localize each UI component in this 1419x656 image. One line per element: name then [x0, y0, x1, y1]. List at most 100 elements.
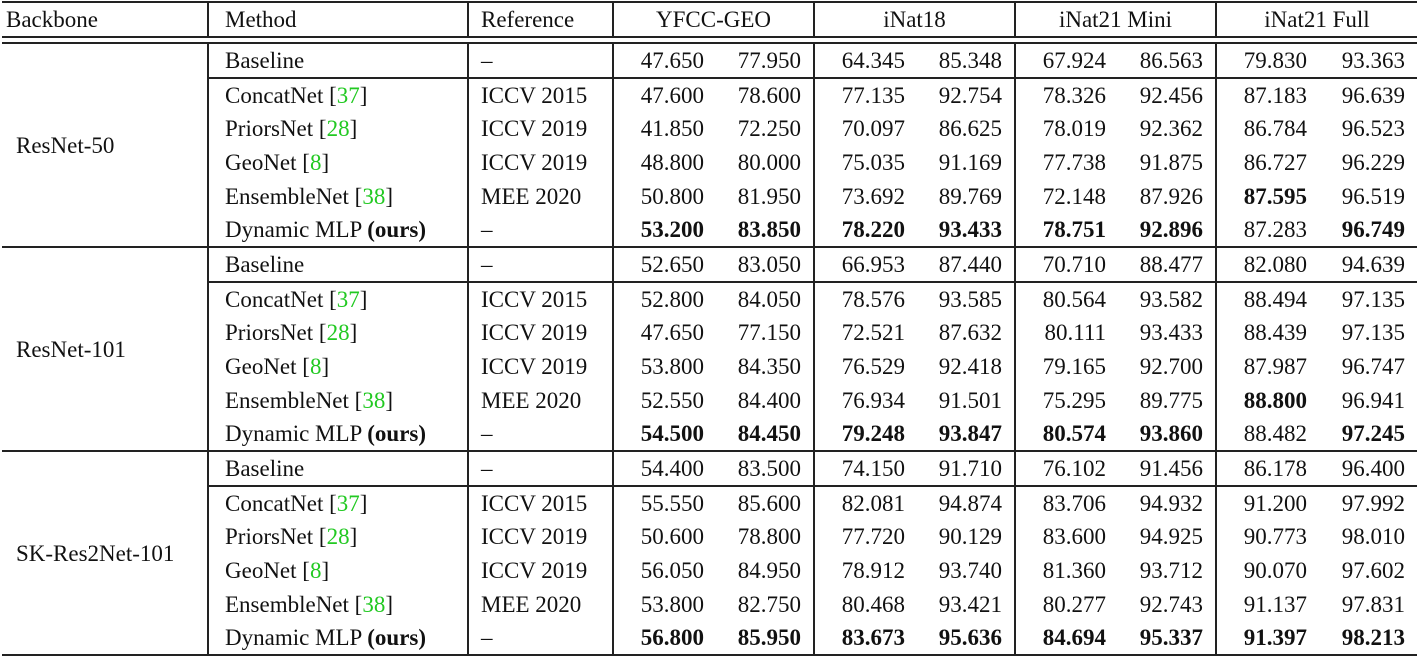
method-cell: ConcatNet [37] — [207, 282, 468, 317]
value-cell: 90.129 — [938, 524, 1002, 550]
table-row: GeoNet [8] ICCV 2019 53.800 84.350 76.529 92.… — [2, 349, 1417, 384]
method-cell: Baseline — [207, 451, 468, 488]
value-cell: 84.400 — [737, 387, 801, 413]
value-cell: 83.500 — [713, 451, 814, 488]
citation-link[interactable]: 37 — [336, 83, 360, 108]
citation-link[interactable]: 8 — [309, 558, 322, 584]
value-cell: 88.800 — [1215, 383, 1316, 418]
value-cell: 53.200 — [612, 213, 713, 249]
value-cell: 82.750 — [737, 591, 801, 617]
reference-cell: – — [467, 621, 613, 656]
value-cell: 78.912 — [813, 553, 914, 588]
value-cell: 77.720 — [813, 520, 914, 554]
citation-link[interactable]: 28 — [326, 524, 350, 550]
header-row: Backbone Method Reference YFCC-GEO iNat1… — [2, 1, 1417, 38]
value-cell: 72.521 — [813, 316, 914, 350]
value-cell: 47.650 — [612, 316, 713, 350]
value-cell: 97.602 — [1341, 558, 1405, 584]
citation-link[interactable]: 28 — [326, 320, 350, 346]
citation-link[interactable]: 37 — [336, 287, 360, 313]
value-cell: 87.595 — [1215, 179, 1316, 214]
reference-cell: – — [467, 213, 613, 249]
value-cell: 93.860 — [1115, 417, 1216, 453]
value-cell: 89.769 — [938, 183, 1002, 209]
method-cell: PriorsNet [28] — [207, 112, 468, 146]
reference-cell: MEE 2020 — [467, 587, 613, 622]
value-cell: 96.400 — [1316, 451, 1417, 488]
citation-link[interactable]: 8 — [309, 354, 322, 380]
value-cell: 81.950 — [737, 183, 801, 209]
citation-bracket: [ — [354, 387, 363, 413]
value-cell: 78.576 — [813, 282, 914, 317]
citation-bracket: [ — [354, 591, 363, 617]
value-cell: 70.097 — [813, 112, 914, 146]
citation-link[interactable]: 28 — [326, 116, 350, 142]
value-cell: 47.600 — [612, 78, 713, 112]
citation-bracket: [ — [318, 524, 327, 550]
citation-link[interactable]: 38 — [362, 183, 386, 209]
citation-bracket: ] — [385, 387, 393, 413]
header-inat21-full: iNat21 Full — [1215, 1, 1417, 38]
value-cell: 92.418 — [938, 354, 1002, 380]
method-name: Dynamic MLP — [225, 625, 368, 651]
value-cell: 86.727 — [1215, 145, 1316, 180]
citation-bracket: [ — [318, 116, 327, 142]
reference-cell: – — [467, 451, 613, 488]
value-cell: 54.400 — [612, 451, 713, 488]
backbone-cell: ResNet-50 — [2, 43, 208, 249]
value-cell: 97.992 — [1341, 491, 1405, 517]
value-cell: 47.650 — [612, 43, 713, 79]
method-name: ConcatNet — [225, 83, 330, 108]
value-cell: 95.636 — [914, 621, 1015, 656]
value-cell: 93.712 — [1139, 558, 1203, 584]
value-cell: 80.564 — [1014, 282, 1115, 317]
method-name: PriorsNet — [225, 524, 319, 550]
reference-cell: ICCV 2015 — [467, 282, 613, 317]
value-cell: 77.950 — [713, 43, 814, 79]
citation-link[interactable]: 38 — [362, 387, 386, 413]
value-cell: 94.932 — [1139, 491, 1203, 517]
citation-bracket: ] — [385, 591, 393, 617]
value-cell: 55.550 — [612, 486, 713, 521]
value-cell: 75.035 — [813, 145, 914, 180]
method-name: ConcatNet — [225, 491, 330, 517]
reference-cell: – — [467, 43, 613, 79]
value-cell: 96.749 — [1316, 213, 1417, 249]
citation-link[interactable]: 8 — [309, 150, 322, 176]
citation-bracket: [ — [302, 150, 310, 176]
value-cell: 77.150 — [737, 320, 801, 346]
value-cell: 97.831 — [1341, 591, 1405, 617]
value-cell: 50.800 — [612, 179, 713, 214]
value-cell: 91.200 — [1215, 486, 1316, 521]
value-cell: 92.743 — [1139, 591, 1203, 617]
reference-cell: ICCV 2015 — [467, 486, 613, 521]
method-cell: Dynamic MLP (ours) — [207, 213, 468, 249]
value-cell: 56.050 — [612, 553, 713, 588]
value-cell: 93.363 — [1316, 43, 1417, 79]
value-cell: 41.850 — [612, 112, 713, 146]
citation-link[interactable]: 38 — [362, 591, 386, 617]
method-name: ConcatNet — [225, 287, 330, 313]
value-cell: 92.700 — [1139, 354, 1203, 380]
value-cell: 87.987 — [1215, 349, 1316, 384]
header-method: Method — [207, 1, 468, 38]
value-cell: 85.348 — [914, 43, 1015, 79]
table-row: ConcatNet [37] ICCV 2015 47.600 78.600 77.13… — [2, 78, 1417, 112]
value-cell: 93.740 — [938, 558, 1002, 584]
value-cell: 72.250 — [737, 116, 801, 142]
table-row: PriorsNet [28] ICCV 2019 50.600 78.800 77.72… — [2, 520, 1417, 554]
value-cell: 84.350 — [737, 354, 801, 380]
reference-cell: ICCV 2019 — [467, 349, 613, 384]
value-cell: 53.800 — [612, 587, 713, 622]
value-cell: 80.574 — [1014, 417, 1115, 453]
baseline-row: SK-Res2Net-101 Baseline –54.400 83.500 74.15… — [2, 451, 1417, 656]
method-cell: Dynamic MLP (ours) — [207, 417, 468, 453]
value-cell: 94.925 — [1139, 524, 1203, 550]
citation-link[interactable]: 37 — [336, 491, 360, 517]
method-cell: Dynamic MLP (ours) — [207, 621, 468, 656]
citation-bracket: [ — [354, 183, 363, 209]
value-cell: 87.440 — [914, 247, 1015, 284]
baseline-row: ResNet-101 Baseline –52.650 83.050 66.953 87.… — [2, 247, 1417, 453]
value-cell: 91.169 — [938, 150, 1002, 176]
value-cell: 53.800 — [612, 349, 713, 384]
